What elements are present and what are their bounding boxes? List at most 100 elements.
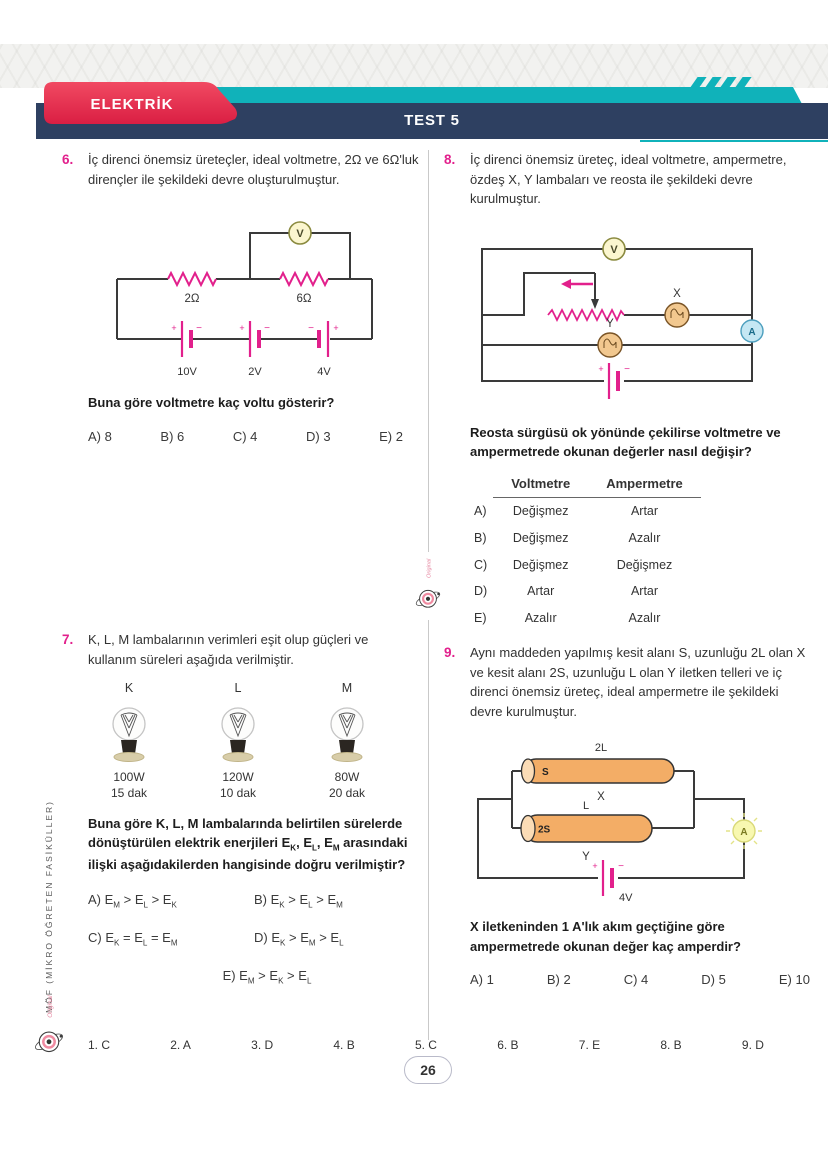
conductor-name: Y xyxy=(582,851,590,863)
ammeter-label: A xyxy=(748,327,755,338)
answer-key-item: 9. D xyxy=(741,1038,764,1052)
battery-value: 4V xyxy=(619,892,633,904)
lamp-x-icon xyxy=(664,301,690,328)
battery-icon xyxy=(601,860,614,896)
bulbs-row: K 100W 15 dak L xyxy=(92,679,384,802)
area-label: S xyxy=(542,767,549,778)
bulb-figure-l: L 120W 10 dak xyxy=(201,679,275,802)
option: E) 10 xyxy=(778,972,810,987)
slider-arrow-icon xyxy=(591,298,599,309)
conductor-name: X xyxy=(597,791,605,803)
option: B) EK > EL > EM xyxy=(254,892,343,910)
page-number-badge: 26 xyxy=(404,1056,452,1084)
question-stem: Buna göre K, L, M lambalarında belirtile… xyxy=(88,815,408,872)
light-bulb-icon xyxy=(112,707,146,762)
cell-voltmetre: Değişmez xyxy=(512,504,569,518)
light-bulb-icon xyxy=(330,707,364,762)
bulb-name: M xyxy=(341,681,353,695)
question-7: 7. K, L, M lambalarının verimleri eşit o… xyxy=(62,630,420,987)
option: D) 3 xyxy=(305,428,331,444)
cell-ampermetre: Azalır xyxy=(628,530,661,545)
resistor-value: 6Ω xyxy=(297,293,312,305)
minus-sign: − xyxy=(196,323,202,334)
resistor-icon xyxy=(167,270,217,288)
option: A) 1 xyxy=(470,972,494,987)
table-row: B) Değişmez Azalır xyxy=(472,525,701,552)
cell-ampermetre: Değişmez xyxy=(616,557,673,572)
bulb-power: 80W xyxy=(334,770,360,785)
cell-ampermetre: Azalır xyxy=(628,611,661,625)
question-stem: Buna göre voltmetre kaç voltu gösterir? xyxy=(88,395,335,410)
teal-underline xyxy=(640,140,828,142)
plus-sign: + xyxy=(333,323,338,333)
lamp-y-label: Y xyxy=(606,318,614,330)
minus-sign: − xyxy=(618,861,624,872)
bulb-name: L xyxy=(234,681,242,695)
bulb-name: K xyxy=(124,681,134,695)
ammeter-icon xyxy=(732,819,756,843)
plus-sign: + xyxy=(239,323,244,333)
row-label: C) xyxy=(474,557,488,572)
battery-icon xyxy=(607,362,620,399)
length-label: L xyxy=(583,800,589,812)
ammeter-icon xyxy=(740,318,764,343)
brand-logo: Original xyxy=(412,552,444,620)
filament xyxy=(670,308,684,318)
table-row: C) Değişmez Değişmez xyxy=(472,552,701,579)
answer-key-item: 5. C xyxy=(414,1038,437,1052)
subject-ribbon: ELEKTRİK xyxy=(44,82,237,124)
voltmeter-icon xyxy=(602,236,626,261)
bulb-power: 100W xyxy=(113,770,145,785)
answer-key-item: 8. B xyxy=(660,1038,682,1052)
test-title: TEST 5 xyxy=(404,112,460,129)
circuit-diagram-q6: V 2Ω 6Ω + − 10V + − 2V xyxy=(116,221,373,378)
question-number: 7. xyxy=(62,632,74,647)
plus-sign: + xyxy=(598,364,603,374)
option: A) EM > EL > EK xyxy=(88,892,177,910)
answer-key-item: 6. B xyxy=(497,1038,519,1052)
brand-logo: Original xyxy=(34,995,64,1053)
answer-key-item: 3. D xyxy=(251,1038,274,1052)
table-header: Ampermetre xyxy=(588,473,701,498)
conductor-x-cap xyxy=(520,758,536,784)
options-q7: A) EM > EL > EK B) EK > EL > EM C) EK = … xyxy=(88,890,420,987)
bulb-figure-k: K 100W 15 dak xyxy=(92,679,166,802)
answer-key-item: 7. E xyxy=(578,1038,601,1052)
ammeter-rays xyxy=(726,813,762,849)
option: A) 8 xyxy=(88,428,112,444)
option: C) 4 xyxy=(623,972,649,987)
answer-key-item: 4. B xyxy=(333,1038,355,1052)
answer-key-item: 2. A xyxy=(170,1038,191,1052)
table-header: Voltmetre xyxy=(493,473,589,498)
ammeter-label: A xyxy=(740,827,747,838)
brand-script: Original xyxy=(426,558,432,578)
option: C) EK = EL = EM xyxy=(88,930,178,948)
question-text: K, L, M lambalarının verimleri eşit olup… xyxy=(88,632,369,667)
cell-ampermetre: Artar xyxy=(630,504,659,518)
option: B) 2 xyxy=(546,972,571,987)
battery-icon xyxy=(317,321,330,357)
question-number: 6. xyxy=(62,152,74,167)
plus-sign: + xyxy=(171,323,176,333)
header-texture-band xyxy=(0,44,828,88)
question-6: 6. İç direnci önemsiz üreteçler, ideal v… xyxy=(62,150,420,446)
battery-value: 10V xyxy=(177,366,197,378)
voltmeter-label: V xyxy=(296,228,304,240)
question-8: 8. İç direnci önemsiz üreteç, ideal volt… xyxy=(444,150,812,632)
voltmeter-icon xyxy=(288,221,312,245)
cell-voltmetre: Değişmez xyxy=(512,557,569,572)
table-row: E) Azalır Azalır xyxy=(472,605,701,632)
question-text: İç direnci önemsiz üreteç, ideal voltmet… xyxy=(470,152,787,206)
question-stem: Reosta sürgüsü ok yönünde çekilirse volt… xyxy=(470,424,781,460)
battery-icon xyxy=(248,321,261,357)
battery-value: 4V xyxy=(317,366,331,378)
resistor-value: 2Ω xyxy=(185,293,200,305)
lamp-x-label: X xyxy=(673,288,681,300)
plus-sign: + xyxy=(592,861,597,871)
battery-icon xyxy=(180,321,193,357)
question-9: 9. Aynı maddeden yapılmış kesit alanı S,… xyxy=(444,643,812,990)
option: D) 5 xyxy=(701,972,726,987)
option: C) 4 xyxy=(232,428,258,444)
filament xyxy=(603,338,617,348)
